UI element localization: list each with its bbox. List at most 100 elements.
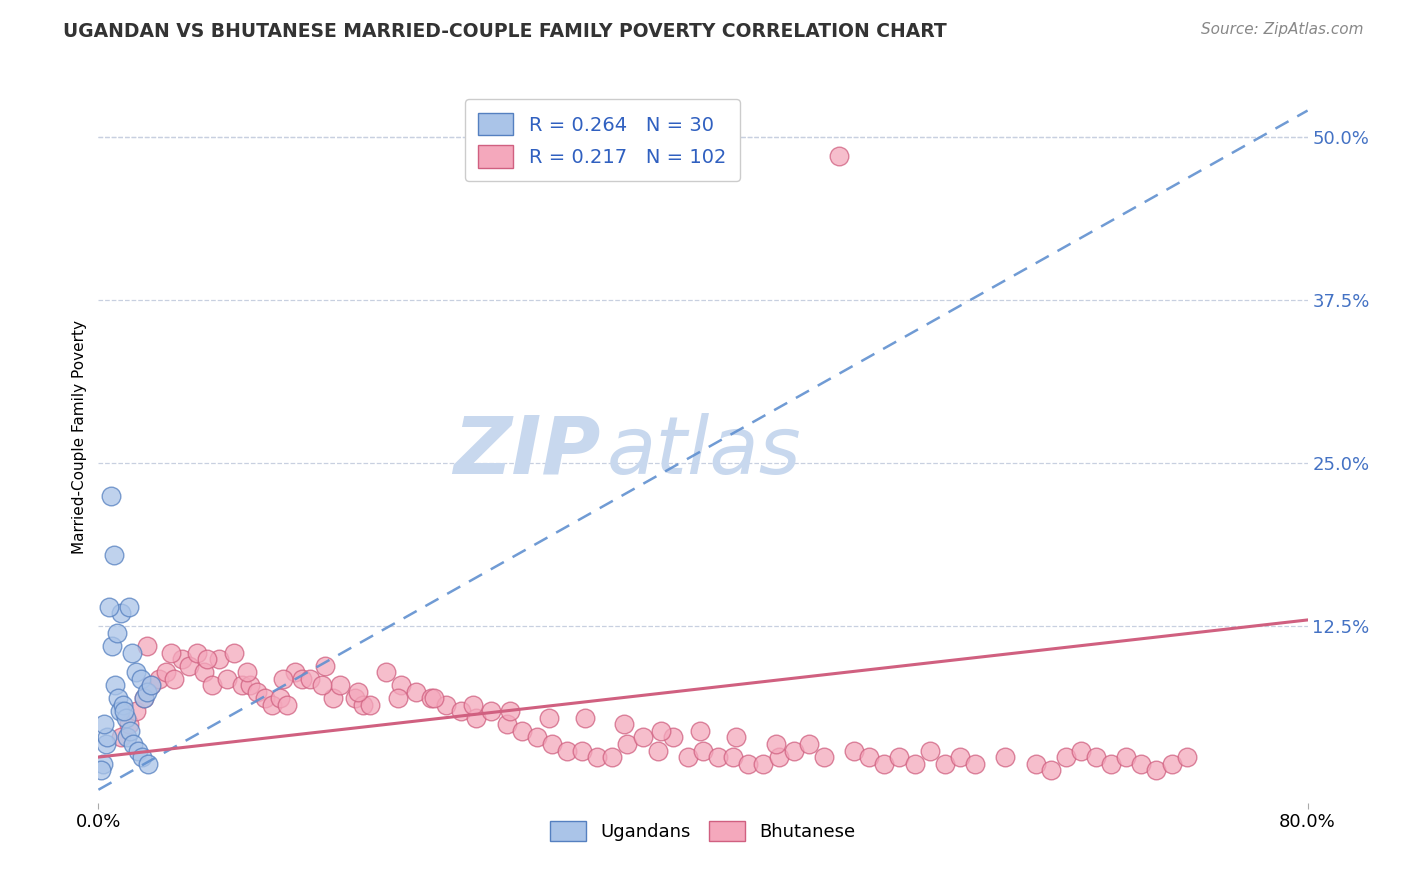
Point <box>647 743 669 757</box>
Point <box>1039 763 1062 777</box>
Point <box>103 548 125 562</box>
Point <box>571 743 593 757</box>
Point <box>889 750 911 764</box>
Point <box>481 705 503 719</box>
Point <box>160 646 183 660</box>
Point <box>465 711 488 725</box>
Point <box>1024 756 1046 771</box>
Point <box>574 711 596 725</box>
Point <box>299 672 322 686</box>
Point <box>125 665 148 680</box>
Point <box>148 672 170 686</box>
Point <box>129 672 152 686</box>
Point <box>420 691 443 706</box>
Point <box>115 731 138 745</box>
Point <box>495 717 517 731</box>
Point <box>271 672 294 686</box>
Text: UGANDAN VS BHUTANESE MARRIED-COUPLE FAMILY POVERTY CORRELATION CHART: UGANDAN VS BHUTANESE MARRIED-COUPLE FAMI… <box>63 22 948 41</box>
Point <box>510 723 533 738</box>
Point <box>195 652 218 666</box>
Point <box>132 691 155 706</box>
Point <box>90 763 112 777</box>
Point <box>613 717 636 731</box>
Point <box>127 743 149 757</box>
Point <box>155 665 177 680</box>
Point <box>934 756 956 771</box>
Point <box>540 737 562 751</box>
Point <box>1146 763 1168 777</box>
Point <box>1115 750 1137 764</box>
Point <box>873 756 896 771</box>
Text: atlas: atlas <box>606 413 801 491</box>
Point <box>405 685 427 699</box>
Point <box>215 672 238 686</box>
Point <box>120 723 142 738</box>
Point <box>224 646 246 660</box>
Point <box>450 705 472 719</box>
Point <box>347 685 370 699</box>
Point <box>537 711 560 725</box>
Point <box>322 691 344 706</box>
Point <box>253 691 276 706</box>
Point <box>98 599 121 614</box>
Point <box>186 646 208 660</box>
Point <box>101 639 124 653</box>
Point <box>179 658 201 673</box>
Point <box>284 665 307 680</box>
Point <box>389 678 412 692</box>
Point <box>463 698 485 712</box>
Point <box>1130 756 1153 771</box>
Point <box>131 750 153 764</box>
Point <box>1175 750 1198 764</box>
Point <box>844 743 866 757</box>
Point <box>352 698 374 712</box>
Point <box>765 737 787 751</box>
Point <box>107 691 129 706</box>
Point <box>828 149 851 163</box>
Point <box>994 750 1017 764</box>
Point <box>949 750 972 764</box>
Point <box>1070 743 1092 757</box>
Point <box>235 665 257 680</box>
Point <box>110 607 132 621</box>
Point <box>311 678 333 692</box>
Point <box>136 756 159 771</box>
Point <box>141 678 163 692</box>
Point <box>1099 756 1122 771</box>
Point <box>344 691 367 706</box>
Point <box>231 678 253 692</box>
Point <box>118 717 141 731</box>
Point <box>94 737 117 751</box>
Point <box>170 652 193 666</box>
Point <box>108 705 131 719</box>
Point <box>291 672 314 686</box>
Point <box>661 731 683 745</box>
Point <box>858 750 880 764</box>
Point <box>689 723 711 738</box>
Point <box>239 678 262 692</box>
Point <box>737 756 759 771</box>
Point <box>141 678 163 692</box>
Point <box>135 639 157 653</box>
Point <box>586 750 609 764</box>
Point <box>616 737 638 751</box>
Point <box>374 665 396 680</box>
Y-axis label: Married-Couple Family Poverty: Married-Couple Family Poverty <box>72 320 87 554</box>
Point <box>201 678 224 692</box>
Point <box>329 678 352 692</box>
Point <box>132 691 155 706</box>
Point <box>1085 750 1108 764</box>
Point <box>707 750 730 764</box>
Point <box>692 743 714 757</box>
Point <box>193 665 215 680</box>
Point <box>314 658 336 673</box>
Point <box>100 489 122 503</box>
Point <box>105 626 128 640</box>
Point <box>135 685 157 699</box>
Point <box>276 698 298 712</box>
Point <box>1160 756 1182 771</box>
Point <box>650 723 672 738</box>
Legend: Ugandans, Bhutanese: Ugandans, Bhutanese <box>543 814 863 848</box>
Point <box>121 646 143 660</box>
Point <box>752 756 775 771</box>
